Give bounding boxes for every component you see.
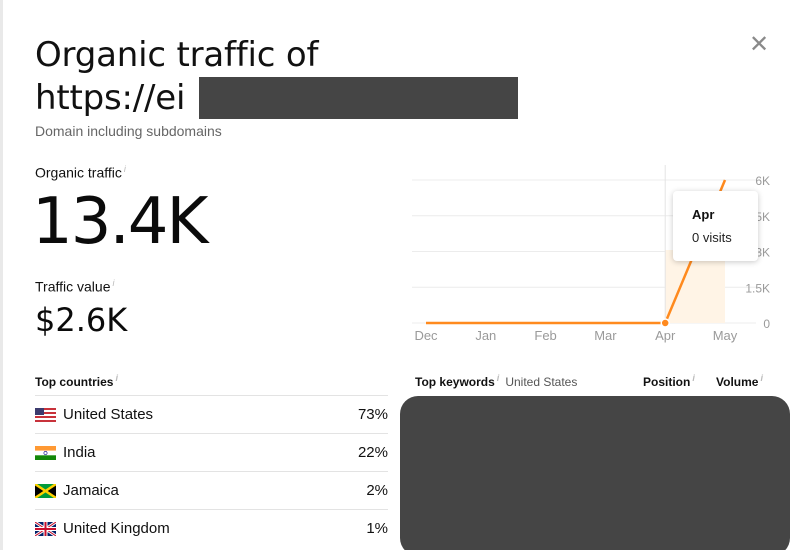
hover-band [665,250,725,323]
top-keywords-heading-text: Top keywords [415,375,495,389]
data-point [660,318,670,328]
position-column-header[interactable]: Position i [643,373,695,389]
y-tick-label: 5K [755,210,770,224]
country-row[interactable]: Jamaica 2% [35,471,388,509]
country-percent: 2% [366,482,388,499]
volume-column-header[interactable]: Volume i [716,373,763,389]
traffic-chart[interactable]: 6K 5K 3K 1.5K 0 Dec Jan Feb Mar Apr May [412,160,780,350]
page-title: Organic traffic of https://ei [35,34,318,120]
position-column-label: Position [643,375,691,389]
traffic-value-label: Traffic value i [35,278,114,295]
tooltip-value: 0 visits [692,230,732,245]
country-row[interactable]: United States 73% [35,395,388,433]
top-countries-heading-text: Top countries [35,375,114,389]
country-row[interactable]: India 22% [35,433,388,471]
traffic-value-amount: $2.6K [35,301,128,339]
subtitle: Domain including subdomains [35,123,222,139]
info-icon[interactable]: i [692,373,695,383]
y-tick-label: 0 [763,317,770,331]
redaction-block [199,77,518,119]
title-line-1: Organic traffic of [35,35,319,75]
traffic-chart-svg: 6K 5K 3K 1.5K 0 Dec Jan Feb Mar Apr May [412,165,770,343]
x-tick-label: Dec [414,328,438,343]
y-tick-label: 6K [755,174,770,188]
organic-traffic-label: Organic traffic i [35,164,126,181]
x-tick-label: Jan [475,328,496,343]
organic-traffic-value: 13.4K [32,185,208,259]
country-name: United States [63,406,154,423]
x-tick-label: Feb [534,328,556,343]
info-icon[interactable]: i [496,373,500,383]
tooltip-title: Apr [692,207,715,222]
us-flag-icon [35,407,56,422]
volume-column-label: Volume [716,375,759,389]
x-tick-label: Apr [655,328,676,343]
chart-tooltip: Apr 0 visits [673,191,758,261]
country-percent: 1% [366,520,388,537]
info-icon[interactable]: i [115,373,118,383]
info-icon[interactable]: i [123,164,126,174]
country-percent: 73% [357,406,388,423]
country-name: Jamaica [63,482,119,499]
organic-traffic-label-text: Organic traffic [35,164,122,181]
x-tick-label: May [713,328,738,343]
country-name: India [63,444,96,461]
y-tick-label: 3K [755,246,770,260]
top-countries-heading: Top countries i [35,373,118,389]
country-row[interactable]: United Kingdom 1% [35,509,388,547]
jamaica-flag-icon [35,483,56,498]
uk-flag-icon [35,521,56,536]
countries-list: United States 73% India 22% [35,395,388,547]
keywords-location[interactable]: United States [505,375,578,389]
x-tick-label: Mar [594,328,617,343]
redaction-block [400,396,790,550]
info-icon[interactable]: i [112,278,115,288]
country-percent: 22% [357,444,388,461]
top-keywords-heading: Top keywords i United States [415,373,577,389]
india-flag-icon [35,445,56,460]
title-line-2: https://ei [35,78,186,118]
left-divider [0,0,3,550]
info-icon[interactable]: i [760,373,763,383]
traffic-value-label-text: Traffic value [35,278,111,295]
y-tick-label: 1.5K [745,281,770,295]
country-name: United Kingdom [63,520,170,537]
close-icon[interactable]: ✕ [748,31,770,58]
traffic-series-line [426,179,727,325]
